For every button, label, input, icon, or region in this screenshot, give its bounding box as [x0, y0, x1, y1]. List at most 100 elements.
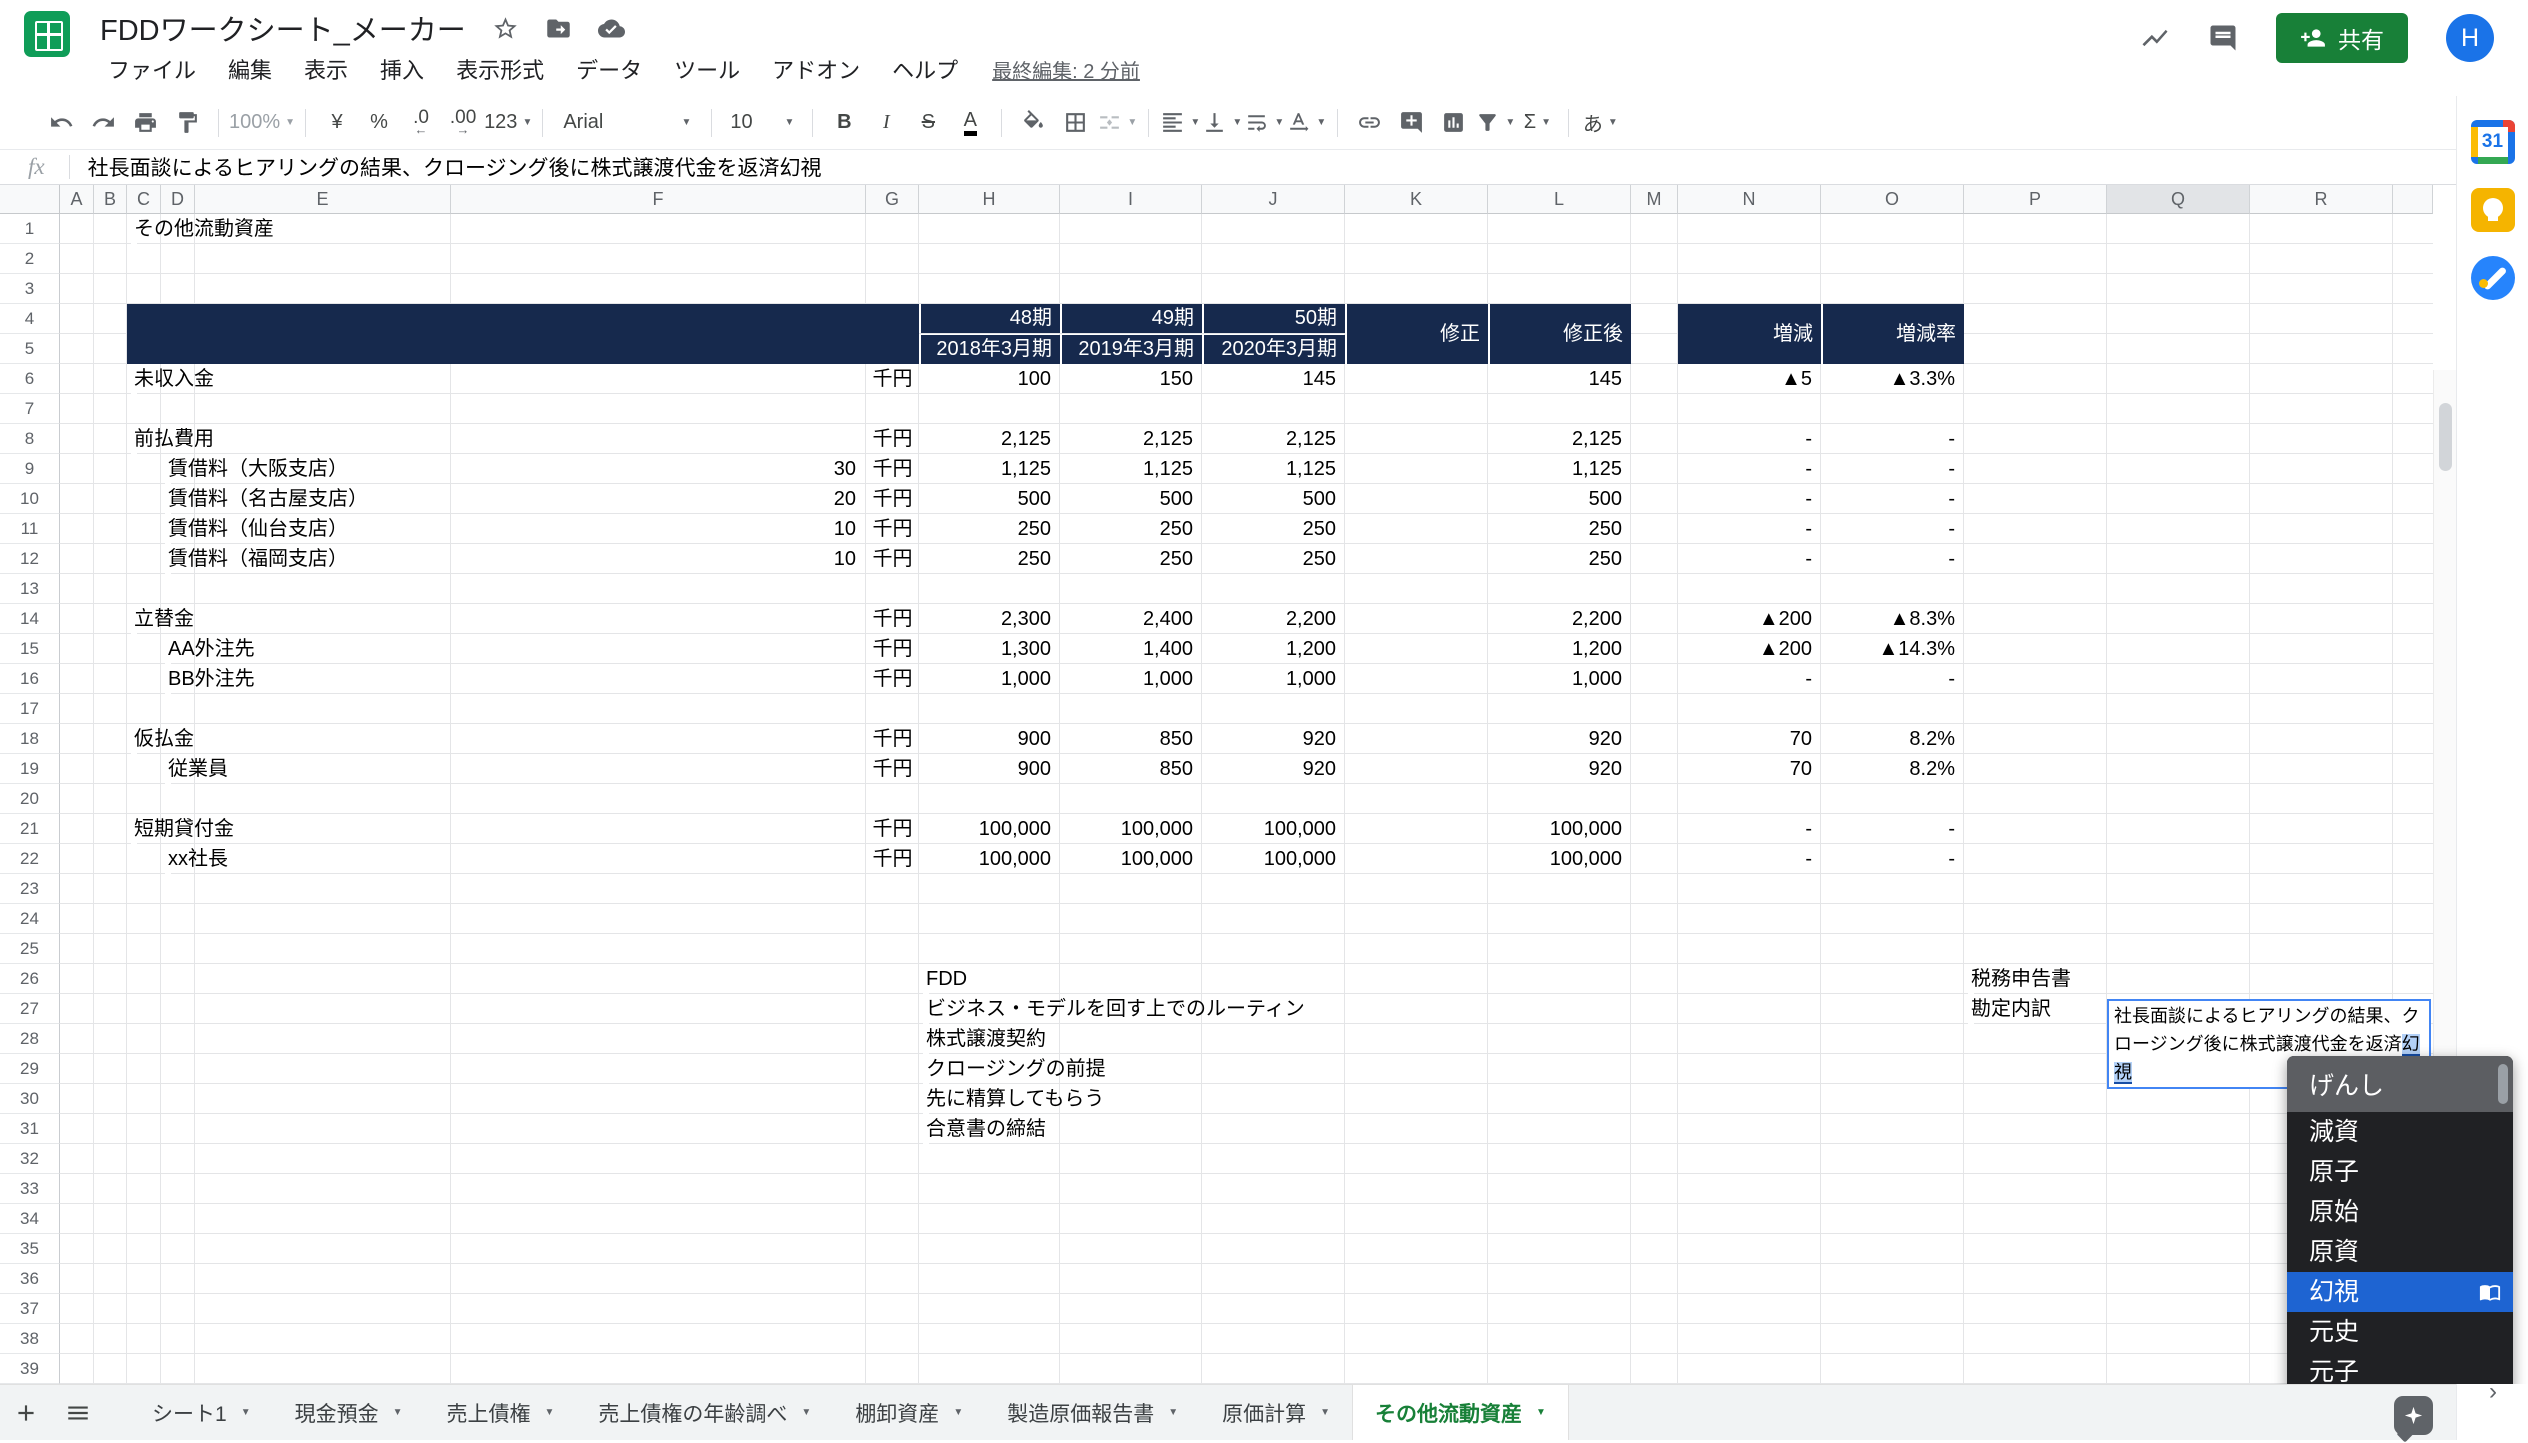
row-header-24[interactable]: 24: [0, 904, 60, 934]
column-header-E[interactable]: E: [195, 185, 451, 214]
column-header-F[interactable]: F: [451, 185, 866, 214]
cell-label[interactable]: 賃借料（福岡支店）: [165, 544, 348, 574]
cell-label[interactable]: AA外注先: [165, 634, 255, 664]
column-header-B[interactable]: B: [94, 185, 127, 214]
text-wrap-button[interactable]: ▼: [1243, 102, 1285, 144]
cell-value[interactable]: 920: [1302, 728, 1336, 750]
cell-value[interactable]: 900: [1017, 728, 1051, 750]
row-header-30[interactable]: 30: [0, 1084, 60, 1114]
insert-link-button[interactable]: [1348, 102, 1390, 144]
cell-unit[interactable]: 千円: [872, 458, 913, 480]
cell-unit[interactable]: 千円: [872, 758, 913, 780]
cell-value[interactable]: 100,000: [978, 818, 1051, 840]
row-header-3[interactable]: 3: [0, 274, 60, 304]
cell-side-note[interactable]: 勘定内訳: [1968, 994, 2051, 1024]
vertical-scrollbar-thumb[interactable]: [2439, 403, 2452, 471]
insert-chart-button[interactable]: [1432, 102, 1474, 144]
row-header-19[interactable]: 19: [0, 754, 60, 784]
formula-input[interactable]: 社長面談によるヒアリングの結果、クロージング後に株式譲渡代金を返済幻視: [87, 157, 822, 180]
cell-value[interactable]: ▲14.3%: [1878, 638, 1955, 660]
sheet-tab-menu-caret[interactable]: ▼: [240, 1407, 251, 1418]
cell-value[interactable]: -: [1948, 668, 1955, 690]
borders-button[interactable]: [1054, 102, 1096, 144]
cell-value[interactable]: 1,125: [1142, 458, 1193, 480]
column-header-extra[interactable]: [2393, 185, 2433, 214]
cell-value[interactable]: ▲8.3%: [1889, 608, 1955, 630]
strikethrough-button[interactable]: S: [921, 111, 936, 133]
row-header-35[interactable]: 35: [0, 1234, 60, 1264]
sheet-tab-menu-caret[interactable]: ▼: [392, 1407, 403, 1418]
column-header-H[interactable]: H: [919, 185, 1060, 214]
cell-value[interactable]: -: [1805, 548, 1812, 570]
cell-value[interactable]: 250: [1302, 548, 1336, 570]
cell-label[interactable]: 未収入金: [131, 364, 214, 394]
paint-format-button[interactable]: [166, 102, 208, 144]
row-header-7[interactable]: 7: [0, 394, 60, 424]
cell-label[interactable]: BB外注先: [165, 664, 255, 694]
menu-item[interactable]: ファイル: [108, 58, 197, 83]
sheet-tab[interactable]: 棚卸資産 ▼: [833, 1385, 985, 1440]
cell-label[interactable]: 従業員: [165, 754, 228, 784]
row-header-34[interactable]: 34: [0, 1204, 60, 1234]
cell-value[interactable]: -: [1948, 848, 1955, 870]
star-icon[interactable]: [492, 15, 519, 42]
row-header-2[interactable]: 2: [0, 244, 60, 274]
keep-icon[interactable]: [2470, 188, 2515, 232]
menu-item[interactable]: データ: [576, 58, 643, 83]
cell-value[interactable]: 100,000: [1549, 848, 1622, 870]
sheet-tab-menu-caret[interactable]: ▼: [1536, 1407, 1546, 1418]
cell-label[interactable]: 賃借料（名古屋支店）: [165, 484, 368, 514]
row-header-36[interactable]: 36: [0, 1264, 60, 1294]
input-tools-button[interactable]: あ ▼: [1582, 114, 1618, 136]
row-header-10[interactable]: 10: [0, 484, 60, 514]
font-size-select[interactable]: 10 ▼: [730, 111, 795, 133]
format-percent-button[interactable]: %: [370, 111, 388, 133]
cell-value[interactable]: ▲200: [1758, 638, 1812, 660]
column-header-G[interactable]: G: [866, 185, 919, 214]
cell-value[interactable]: 100,000: [1263, 818, 1336, 840]
cell-value[interactable]: 1,200: [1285, 638, 1336, 660]
merge-cells-button[interactable]: ▼: [1096, 102, 1138, 144]
cell-value[interactable]: 1,000: [1571, 668, 1622, 690]
cell-value[interactable]: 100,000: [1120, 848, 1193, 870]
menu-item[interactable]: ツール: [674, 58, 741, 83]
cell-value[interactable]: 500: [1017, 488, 1051, 510]
row-header-38[interactable]: 38: [0, 1324, 60, 1354]
cell-qty[interactable]: 20: [833, 488, 856, 510]
cell-value[interactable]: 250: [1017, 518, 1051, 540]
font-family-select[interactable]: Arial ▼: [563, 111, 692, 133]
ime-candidate[interactable]: 原始: [2309, 1198, 2360, 1226]
row-header-4[interactable]: 4: [0, 304, 60, 334]
cell-value[interactable]: 250: [1588, 518, 1622, 540]
cell-label[interactable]: 立替金: [131, 604, 194, 634]
cell-value[interactable]: ▲5: [1781, 368, 1812, 390]
cell-value[interactable]: -: [1805, 488, 1812, 510]
ime-candidate[interactable]: 元子: [2309, 1358, 2360, 1384]
insights-icon[interactable]: [2140, 23, 2170, 53]
add-sheet-button[interactable]: [0, 1385, 52, 1440]
cell-value[interactable]: 2,200: [1285, 608, 1336, 630]
ime-candidate[interactable]: 幻視: [2287, 1272, 2513, 1312]
cell-value[interactable]: 1,125: [1571, 458, 1622, 480]
column-header-C[interactable]: C: [127, 185, 161, 214]
cell-value[interactable]: 1,000: [1142, 668, 1193, 690]
row-header-15[interactable]: 15: [0, 634, 60, 664]
cell-value[interactable]: 1,125: [1000, 458, 1051, 480]
cell-value[interactable]: 500: [1588, 488, 1622, 510]
vertical-align-button[interactable]: ▼: [1201, 102, 1243, 144]
row-header-22[interactable]: 22: [0, 844, 60, 874]
column-header-N[interactable]: N: [1678, 185, 1821, 214]
cell-value[interactable]: 900: [1017, 758, 1051, 780]
cell-value[interactable]: -: [1948, 488, 1955, 510]
column-header-Q[interactable]: Q: [2107, 185, 2250, 214]
sheet-tab-menu-caret[interactable]: ▼: [544, 1407, 555, 1418]
print-button[interactable]: [124, 102, 166, 144]
cell-side-note[interactable]: 税務申告書: [1968, 964, 2071, 994]
comment-history-icon[interactable]: [2208, 23, 2238, 53]
row-header-6[interactable]: 6: [0, 364, 60, 394]
text-color-button[interactable]: A: [949, 102, 991, 144]
row-header-11[interactable]: 11: [0, 514, 60, 544]
row-header-37[interactable]: 37: [0, 1294, 60, 1324]
cell-value[interactable]: -: [1805, 668, 1812, 690]
